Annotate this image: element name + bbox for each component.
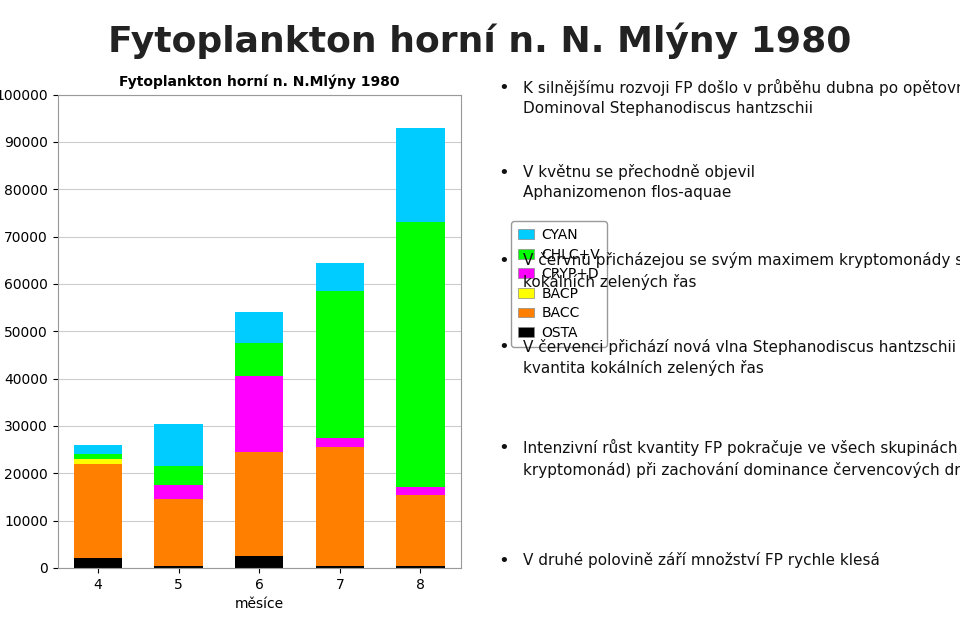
Text: Intenzivní růst kvantity FP pokračuje ve všech skupinách i v srpnu (kromě
krypto: Intenzivní růst kvantity FP pokračuje ve…: [523, 439, 960, 478]
Bar: [235, 556, 283, 568]
Bar: [396, 565, 444, 568]
Text: V červenci přichází nová vlna Stephanodiscus hantzschii a dále narůstá
kvantita : V červenci přichází nová vlna Stephanodi…: [523, 338, 960, 376]
Text: Fytoplankton horní n. N. Mlýny 1980: Fytoplankton horní n. N. Mlýny 1980: [108, 22, 852, 59]
Legend: CYAN, CHLC+V, CRYP+D, BACP, BACC, OSTA: CYAN, CHLC+V, CRYP+D, BACP, BACC, OSTA: [511, 221, 607, 347]
Bar: [396, 495, 444, 565]
Bar: [316, 565, 364, 568]
Text: •: •: [498, 252, 510, 271]
Bar: [155, 565, 203, 568]
Text: •: •: [498, 552, 510, 570]
Bar: [235, 343, 283, 376]
Bar: [74, 464, 122, 558]
Bar: [235, 376, 283, 452]
Bar: [235, 312, 283, 343]
Bar: [396, 127, 444, 222]
Bar: [316, 447, 364, 565]
Title: Fytoplankton horní n. N.Mlýny 1980: Fytoplankton horní n. N.Mlýny 1980: [119, 75, 399, 90]
Bar: [155, 423, 203, 466]
Bar: [155, 466, 203, 485]
Text: •: •: [498, 338, 510, 356]
Bar: [316, 438, 364, 447]
Text: V červnu přicházejou se svým maximem kryptomonády současně s nástupem
kokálních : V červnu přicházejou se svým maximem kry…: [523, 252, 960, 290]
Bar: [316, 262, 364, 291]
Bar: [155, 499, 203, 565]
Bar: [74, 459, 122, 464]
Text: V druhé polovině září množství FP rychle klesá: V druhé polovině září množství FP rychle…: [523, 552, 880, 568]
Bar: [396, 487, 444, 495]
Bar: [396, 222, 444, 487]
Text: •: •: [498, 79, 510, 97]
Text: K silnějšímu rozvoji FP došlo v průběhu dubna po opětovném zvýšení hladiny.
Domi: K silnějšímu rozvoji FP došlo v průběhu …: [523, 79, 960, 115]
X-axis label: měsíce: měsíce: [234, 597, 284, 611]
Bar: [235, 452, 283, 556]
Text: •: •: [498, 439, 510, 457]
Bar: [74, 445, 122, 454]
Bar: [74, 558, 122, 568]
Text: V květnu se přechodně objevil
Aphanizomenon flos-aquae: V květnu se přechodně objevil Aphanizome…: [523, 164, 756, 200]
Bar: [74, 454, 122, 459]
Bar: [155, 485, 203, 499]
Bar: [316, 291, 364, 438]
Text: •: •: [498, 164, 510, 182]
